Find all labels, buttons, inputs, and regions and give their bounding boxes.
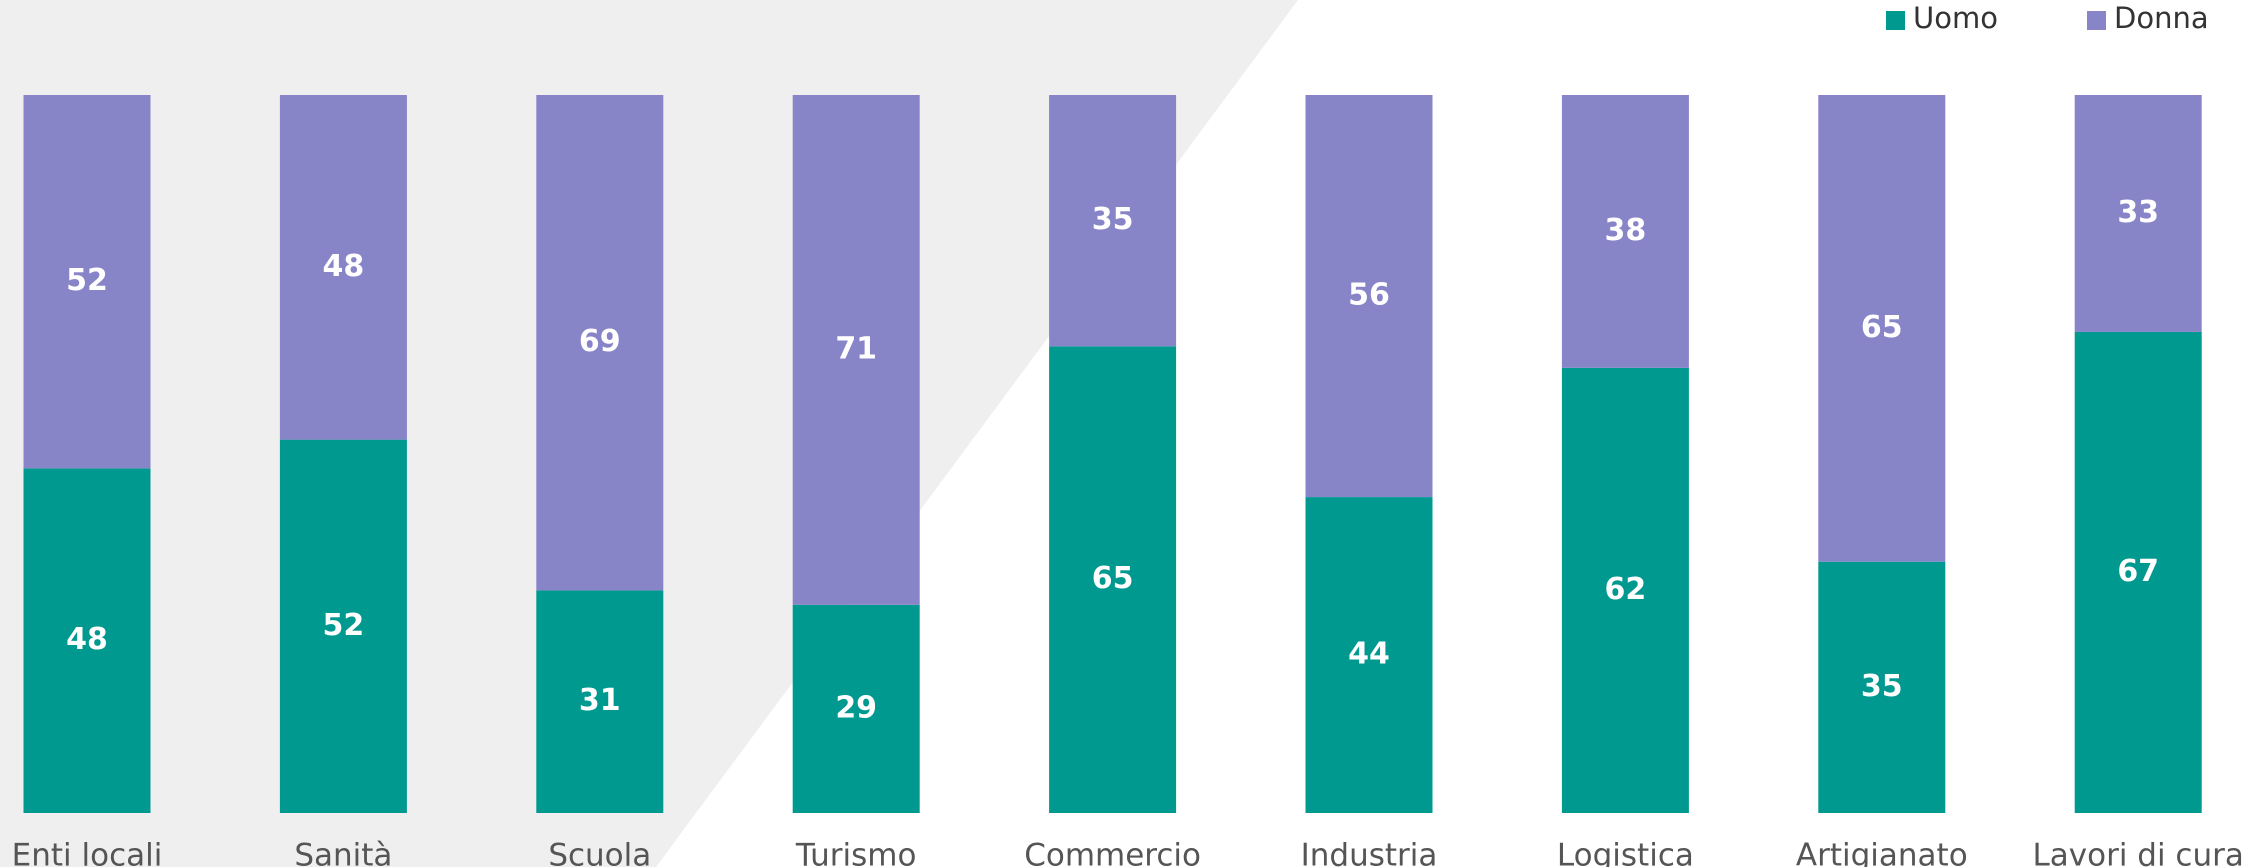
bar-segment [1561,95,1689,368]
bar-segment [1305,95,1433,498]
legend-swatch [1886,11,1905,30]
bar-segment [2074,95,2202,332]
data-label: 35 [1092,202,1134,237]
bar-segment [2074,331,2202,813]
data-label: 33 [2117,195,2159,230]
data-label: 31 [579,683,621,718]
bar-segment [1818,95,1946,562]
data-label: 52 [323,608,365,643]
legend-swatch [2087,11,2106,30]
data-label: 48 [66,622,108,657]
bar-segment [23,95,151,469]
bar-segment [23,468,151,813]
x-tick-label: Turismo [795,838,917,867]
bar-segment [792,95,920,605]
data-label: 71 [835,331,877,366]
bar-segment [1305,497,1433,813]
x-tick-label: Lavori di cura [2033,838,2244,867]
bar-segment [1818,561,1946,813]
data-label: 65 [1861,310,1903,345]
data-label: 67 [2117,554,2159,589]
data-label: 62 [1605,572,1647,607]
x-tick-label: Sanità [294,838,392,867]
bar-segment [279,95,407,440]
data-label: 69 [579,324,621,359]
bar-segment [1049,95,1177,347]
data-label: 52 [66,263,108,298]
bar-segment [536,590,664,813]
data-label: 65 [1092,561,1134,596]
x-tick-label: Enti locali [12,838,163,867]
data-label: 38 [1605,213,1647,248]
data-label: 35 [1861,669,1903,704]
data-label: 44 [1348,637,1390,672]
bar-segment [1561,367,1689,813]
bar-segment [1049,346,1177,813]
x-tick-label: Commercio [1024,838,1201,867]
data-label: 48 [323,249,365,284]
legend-label: Uomo [1913,1,1998,35]
x-tick-label: Industria [1301,838,1438,867]
legend-label: Donna [2114,1,2209,35]
bar-segment [536,95,664,591]
bar-segment [279,439,407,813]
x-tick-label: Logistica [1557,838,1694,867]
data-label: 29 [835,690,877,725]
x-tick-label: Artigianato [1796,838,1968,867]
x-tick-label: Scuola [548,838,651,867]
data-label: 56 [1348,278,1390,313]
bar-segment [792,604,920,813]
